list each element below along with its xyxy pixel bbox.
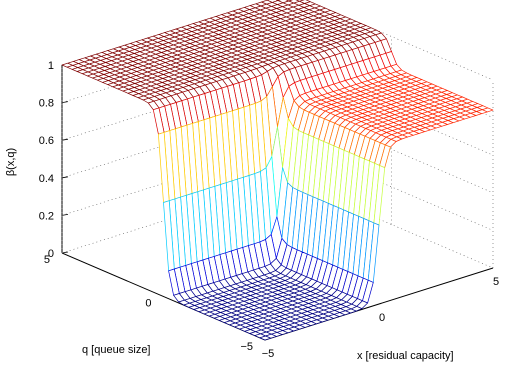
z-tick-label: 0.4 xyxy=(39,173,54,185)
z-tick-label: 1 xyxy=(48,60,54,72)
z-tick-mark xyxy=(61,176,69,179)
surface-cell xyxy=(259,335,272,341)
z-tick-mark xyxy=(61,214,69,216)
x-tick-label: 5 xyxy=(493,276,499,288)
z-tick-label: 0.8 xyxy=(39,98,54,110)
surface-mesh xyxy=(61,0,494,341)
z-tick-mark xyxy=(61,251,69,254)
z-axis-label: β(x,q) xyxy=(5,148,17,176)
x-tick-label: −5 xyxy=(262,348,275,360)
x-tick-label: 0 xyxy=(379,312,385,324)
z-tick-mark xyxy=(61,138,69,141)
tick-labels: 00.20.40.60.81−505−505 xyxy=(39,60,499,360)
y-tick-label: −5 xyxy=(240,341,253,353)
z-tick-label: 0.2 xyxy=(39,210,54,222)
z-tick-label: 0 xyxy=(48,248,54,260)
z-tick-label: 0.6 xyxy=(39,135,54,147)
y-tick-label: 5 xyxy=(44,254,50,266)
y-axis-label: q [queue size] xyxy=(82,344,151,356)
x-axis-label: x [residual capacity] xyxy=(357,350,454,362)
y-tick-label: 0 xyxy=(145,298,151,310)
z-tick-mark xyxy=(61,101,69,103)
